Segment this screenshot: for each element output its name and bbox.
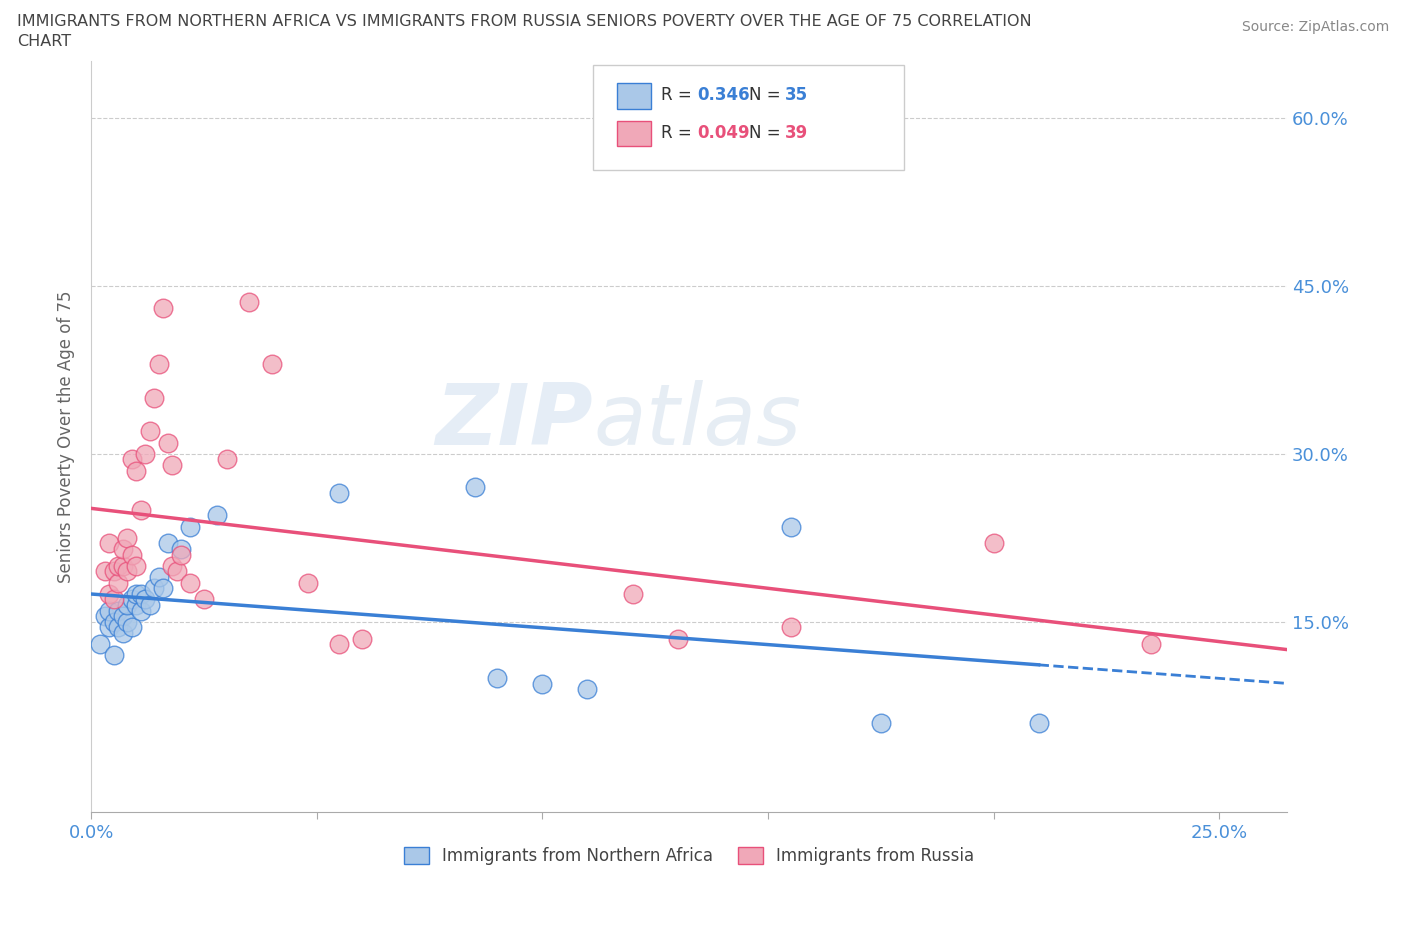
- Text: ZIP: ZIP: [436, 380, 593, 463]
- Point: [152, 581, 174, 596]
- Text: atlas: atlas: [593, 380, 801, 463]
- Point: [125, 463, 148, 478]
- Point: [621, 587, 644, 602]
- Point: [103, 615, 125, 630]
- Point: [98, 536, 121, 551]
- Text: Source: ZipAtlas.com: Source: ZipAtlas.com: [1241, 20, 1389, 34]
- Point: [486, 671, 509, 685]
- Point: [93, 564, 115, 578]
- Point: [179, 519, 201, 534]
- Point: [117, 564, 139, 578]
- Point: [170, 541, 193, 556]
- Text: 0.049: 0.049: [697, 124, 749, 142]
- Point: [134, 446, 156, 461]
- Point: [98, 604, 121, 618]
- Point: [107, 620, 129, 635]
- Point: [170, 547, 193, 562]
- Text: 0.346: 0.346: [697, 86, 749, 104]
- Point: [297, 575, 319, 590]
- Point: [156, 435, 179, 450]
- FancyBboxPatch shape: [593, 65, 904, 170]
- Point: [89, 637, 111, 652]
- Point: [464, 480, 486, 495]
- Legend: Immigrants from Northern Africa, Immigrants from Russia: Immigrants from Northern Africa, Immigra…: [396, 840, 981, 871]
- Point: [111, 558, 134, 573]
- Point: [125, 587, 148, 602]
- Point: [576, 682, 599, 697]
- Point: [215, 452, 238, 467]
- Point: [983, 536, 1005, 551]
- FancyBboxPatch shape: [617, 84, 651, 109]
- Point: [869, 715, 891, 730]
- Text: IMMIGRANTS FROM NORTHERN AFRICA VS IMMIGRANTS FROM RUSSIA SENIORS POVERTY OVER T: IMMIGRANTS FROM NORTHERN AFRICA VS IMMIG…: [17, 14, 1032, 29]
- Point: [121, 547, 143, 562]
- Point: [117, 598, 139, 613]
- FancyBboxPatch shape: [617, 121, 651, 146]
- Point: [98, 620, 121, 635]
- Point: [103, 592, 125, 607]
- Point: [121, 592, 143, 607]
- Point: [1140, 637, 1163, 652]
- Point: [125, 558, 148, 573]
- Point: [350, 631, 373, 646]
- Text: R =: R =: [661, 86, 697, 104]
- Point: [121, 620, 143, 635]
- Point: [179, 575, 201, 590]
- Point: [103, 564, 125, 578]
- Point: [156, 536, 179, 551]
- Point: [143, 391, 166, 405]
- Point: [98, 587, 121, 602]
- Text: 35: 35: [785, 86, 808, 104]
- Point: [111, 626, 134, 641]
- Text: N =: N =: [749, 124, 786, 142]
- Point: [1028, 715, 1050, 730]
- Point: [111, 609, 134, 624]
- Point: [238, 295, 260, 310]
- Point: [207, 508, 229, 523]
- Point: [139, 598, 162, 613]
- Point: [166, 564, 188, 578]
- Point: [103, 648, 125, 663]
- Text: CHART: CHART: [17, 34, 70, 49]
- Text: N =: N =: [749, 86, 786, 104]
- Text: 39: 39: [785, 124, 808, 142]
- Point: [328, 485, 350, 500]
- Point: [139, 424, 162, 439]
- Point: [129, 604, 152, 618]
- Point: [93, 609, 115, 624]
- Point: [779, 620, 801, 635]
- Point: [111, 541, 134, 556]
- Point: [117, 615, 139, 630]
- Point: [143, 581, 166, 596]
- Point: [162, 558, 184, 573]
- Point: [117, 530, 139, 545]
- Point: [125, 598, 148, 613]
- Text: R =: R =: [661, 124, 697, 142]
- Point: [328, 637, 350, 652]
- Point: [107, 558, 129, 573]
- Point: [121, 452, 143, 467]
- Point: [152, 300, 174, 315]
- Point: [531, 676, 554, 691]
- Point: [107, 575, 129, 590]
- Point: [779, 519, 801, 534]
- Point: [134, 592, 156, 607]
- Y-axis label: Seniors Poverty Over the Age of 75: Seniors Poverty Over the Age of 75: [58, 291, 75, 583]
- Point: [148, 569, 170, 584]
- Point: [260, 357, 283, 372]
- Point: [193, 592, 215, 607]
- Point: [148, 357, 170, 372]
- Point: [129, 502, 152, 517]
- Point: [129, 587, 152, 602]
- Point: [162, 458, 184, 472]
- Point: [107, 604, 129, 618]
- Point: [666, 631, 689, 646]
